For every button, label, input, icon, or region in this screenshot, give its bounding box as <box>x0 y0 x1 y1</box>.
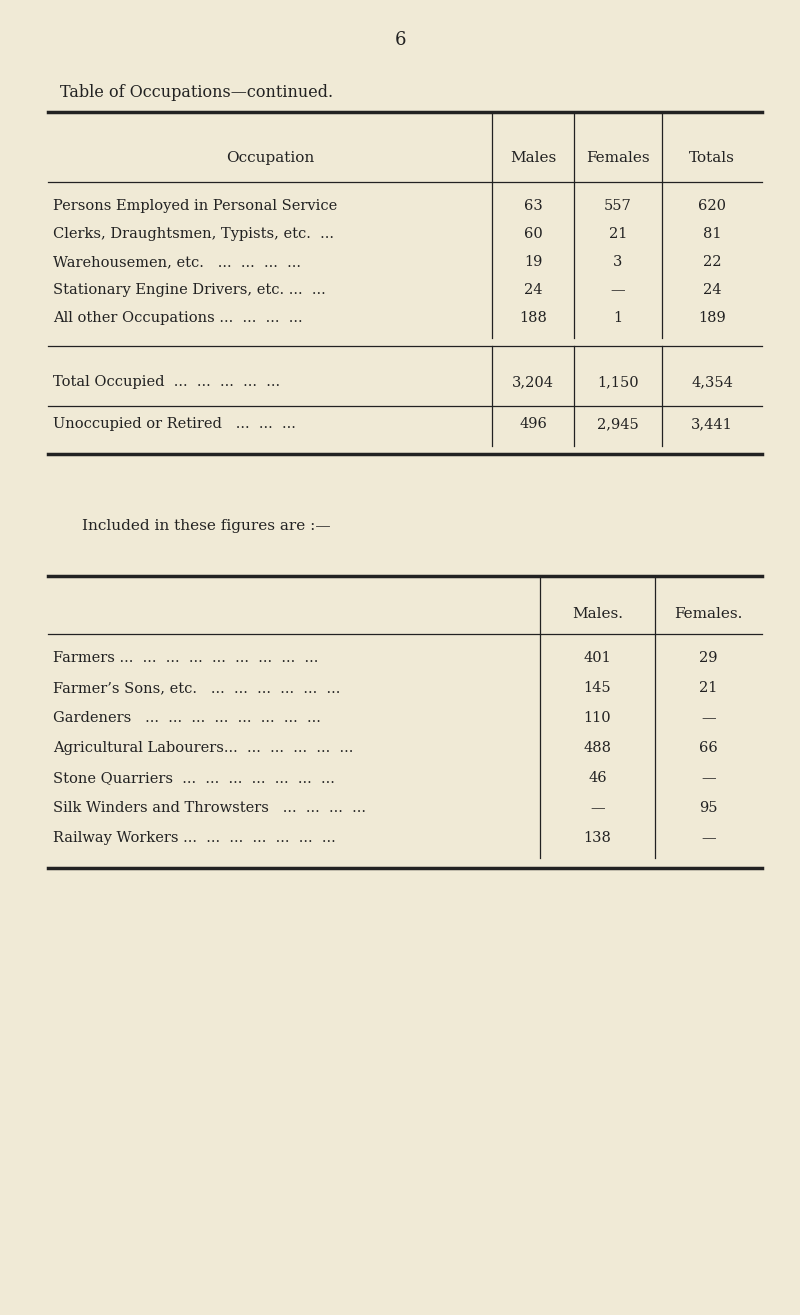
Text: 4,354: 4,354 <box>691 375 733 389</box>
Text: —: — <box>610 283 626 297</box>
Text: Table of Occupations—continued.: Table of Occupations—continued. <box>60 83 333 100</box>
Text: 46: 46 <box>588 771 607 785</box>
Text: —: — <box>701 831 716 846</box>
Text: 95: 95 <box>699 801 718 815</box>
Text: 188: 188 <box>519 312 547 325</box>
Text: 110: 110 <box>584 711 611 725</box>
Text: Stone Quarriers  ...  ...  ...  ...  ...  ...  ...: Stone Quarriers ... ... ... ... ... ... … <box>53 771 335 785</box>
Text: Occupation: Occupation <box>226 151 314 164</box>
Text: Farmers ...  ...  ...  ...  ...  ...  ...  ...  ...: Farmers ... ... ... ... ... ... ... ... … <box>53 651 318 665</box>
Text: Clerks, Draughtsmen, Typists, etc.  ...: Clerks, Draughtsmen, Typists, etc. ... <box>53 227 334 241</box>
Text: All other Occupations ...  ...  ...  ...: All other Occupations ... ... ... ... <box>53 312 302 325</box>
Text: Unoccupied or Retired   ...  ...  ...: Unoccupied or Retired ... ... ... <box>53 417 296 431</box>
Text: 60: 60 <box>524 227 542 241</box>
Text: 24: 24 <box>524 283 542 297</box>
Text: 189: 189 <box>698 312 726 325</box>
Text: 21: 21 <box>699 681 718 696</box>
Text: 22: 22 <box>702 255 722 270</box>
Text: 145: 145 <box>584 681 611 696</box>
Text: 24: 24 <box>702 283 722 297</box>
Text: Totals: Totals <box>689 151 735 164</box>
Text: 488: 488 <box>583 740 611 755</box>
Text: Agricultural Labourers...  ...  ...  ...  ...  ...: Agricultural Labourers... ... ... ... ..… <box>53 740 354 755</box>
Text: Gardeners   ...  ...  ...  ...  ...  ...  ...  ...: Gardeners ... ... ... ... ... ... ... ..… <box>53 711 321 725</box>
Text: 496: 496 <box>519 417 547 431</box>
Text: —: — <box>701 711 716 725</box>
Text: 19: 19 <box>524 255 542 270</box>
Text: 3,441: 3,441 <box>691 417 733 431</box>
Text: 6: 6 <box>394 32 406 49</box>
Text: Females.: Females. <box>674 608 742 621</box>
Text: Total Occupied  ...  ...  ...  ...  ...: Total Occupied ... ... ... ... ... <box>53 375 280 389</box>
Text: Farmer’s Sons, etc.   ...  ...  ...  ...  ...  ...: Farmer’s Sons, etc. ... ... ... ... ... … <box>53 681 340 696</box>
Text: 2,945: 2,945 <box>597 417 639 431</box>
Text: Railway Workers ...  ...  ...  ...  ...  ...  ...: Railway Workers ... ... ... ... ... ... … <box>53 831 336 846</box>
Text: 401: 401 <box>584 651 611 665</box>
Text: Persons Employed in Personal Service: Persons Employed in Personal Service <box>53 199 338 213</box>
Text: 138: 138 <box>583 831 611 846</box>
Text: 29: 29 <box>699 651 718 665</box>
Text: Stationary Engine Drivers, etc. ...  ...: Stationary Engine Drivers, etc. ... ... <box>53 283 326 297</box>
Text: 66: 66 <box>699 740 718 755</box>
Text: 557: 557 <box>604 199 632 213</box>
Text: 1,150: 1,150 <box>597 375 639 389</box>
Text: Warehousemen, etc.   ...  ...  ...  ...: Warehousemen, etc. ... ... ... ... <box>53 255 301 270</box>
Text: 1: 1 <box>614 312 622 325</box>
Text: 3: 3 <box>614 255 622 270</box>
Text: 63: 63 <box>524 199 542 213</box>
Text: 81: 81 <box>702 227 722 241</box>
Text: Males: Males <box>510 151 556 164</box>
Text: —: — <box>590 801 605 815</box>
Text: Included in these figures are :—: Included in these figures are :— <box>82 519 330 533</box>
Text: 620: 620 <box>698 199 726 213</box>
Text: —: — <box>701 771 716 785</box>
Text: Males.: Males. <box>572 608 623 621</box>
Text: Females: Females <box>586 151 650 164</box>
Text: 21: 21 <box>609 227 627 241</box>
Text: 3,204: 3,204 <box>512 375 554 389</box>
Text: Silk Winders and Throwsters   ...  ...  ...  ...: Silk Winders and Throwsters ... ... ... … <box>53 801 366 815</box>
